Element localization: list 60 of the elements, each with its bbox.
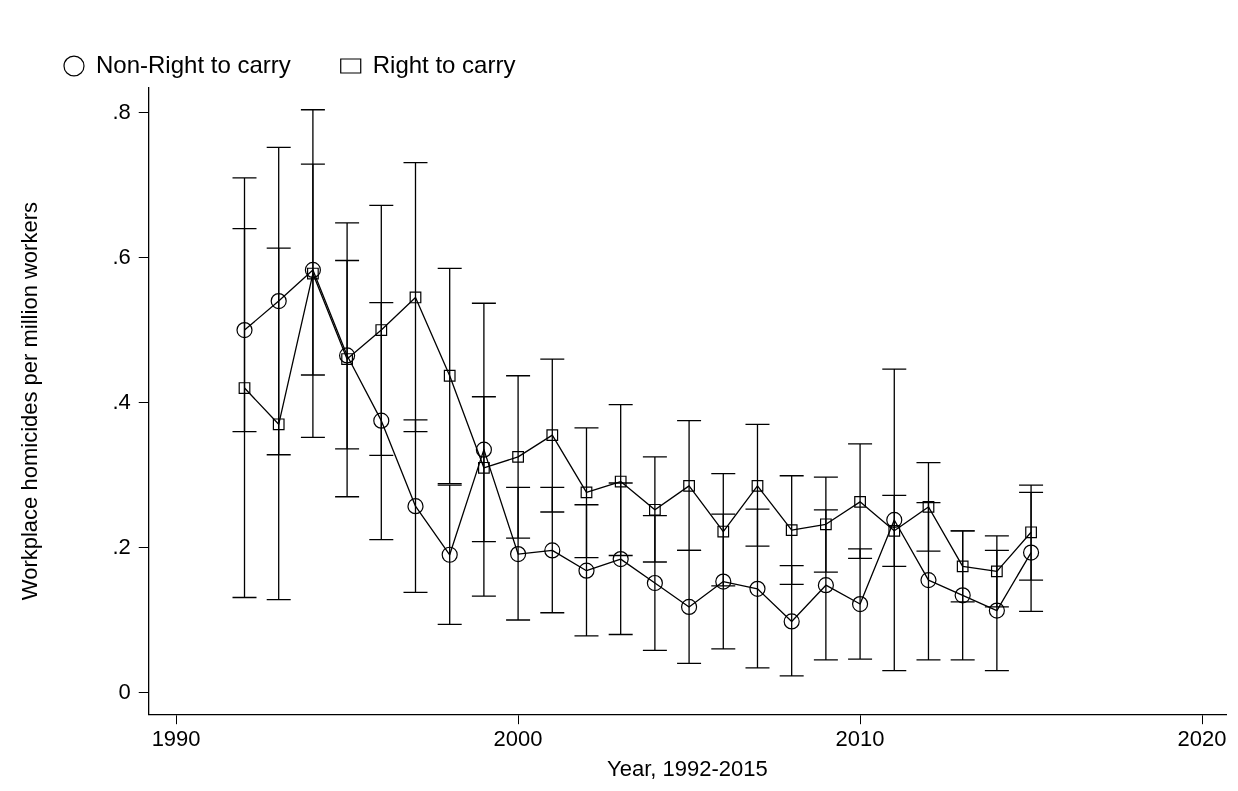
x-tick-label: 2020 <box>1177 726 1227 752</box>
y-tick-label: .4 <box>112 388 131 414</box>
point <box>509 545 527 563</box>
point <box>544 542 561 559</box>
point <box>546 429 559 442</box>
point <box>819 518 832 531</box>
point <box>304 261 321 279</box>
point <box>922 501 935 513</box>
point <box>238 382 251 394</box>
point <box>785 524 798 537</box>
point <box>339 347 356 364</box>
point <box>886 511 903 529</box>
point <box>751 480 764 492</box>
point <box>646 574 663 592</box>
point <box>441 546 458 563</box>
point <box>851 595 869 613</box>
point <box>888 524 901 537</box>
y-tick-label: 0 <box>118 678 131 704</box>
point <box>749 580 766 597</box>
point <box>1022 544 1040 561</box>
y-tick-label: .2 <box>112 533 131 559</box>
point <box>407 498 424 515</box>
point <box>817 577 834 594</box>
point <box>580 486 593 499</box>
point <box>614 475 627 488</box>
point <box>783 613 800 630</box>
x-tick-label: 2000 <box>493 726 543 752</box>
point <box>612 551 629 568</box>
point <box>683 480 695 492</box>
point <box>475 441 492 458</box>
point <box>375 324 388 336</box>
point <box>988 602 1005 619</box>
point <box>920 572 937 589</box>
point <box>443 369 456 382</box>
point <box>954 587 971 604</box>
point <box>956 560 969 573</box>
y-tick-label: .6 <box>112 243 131 269</box>
point <box>512 451 524 463</box>
y-axis-title: Workplace homicides per million workers <box>17 202 43 601</box>
point <box>717 525 730 538</box>
point <box>373 412 390 429</box>
point <box>990 565 1003 578</box>
x-tick-label: 1990 <box>151 726 201 752</box>
point <box>236 321 253 339</box>
point <box>307 267 319 280</box>
y-tick-label: .8 <box>112 98 131 124</box>
point <box>409 291 422 304</box>
point <box>272 418 285 431</box>
point <box>270 292 287 310</box>
legend-label: Right to carry <box>372 50 516 78</box>
point <box>715 573 732 590</box>
x-tick-label: 2010 <box>835 726 885 752</box>
point <box>680 598 698 616</box>
point <box>648 503 661 516</box>
point <box>578 562 595 579</box>
point <box>1025 526 1037 539</box>
point <box>477 461 490 474</box>
x-axis-title: Year, 1992-2015 <box>607 755 768 781</box>
point <box>854 495 866 508</box>
legend-label: Non-Right to carry <box>96 50 291 78</box>
